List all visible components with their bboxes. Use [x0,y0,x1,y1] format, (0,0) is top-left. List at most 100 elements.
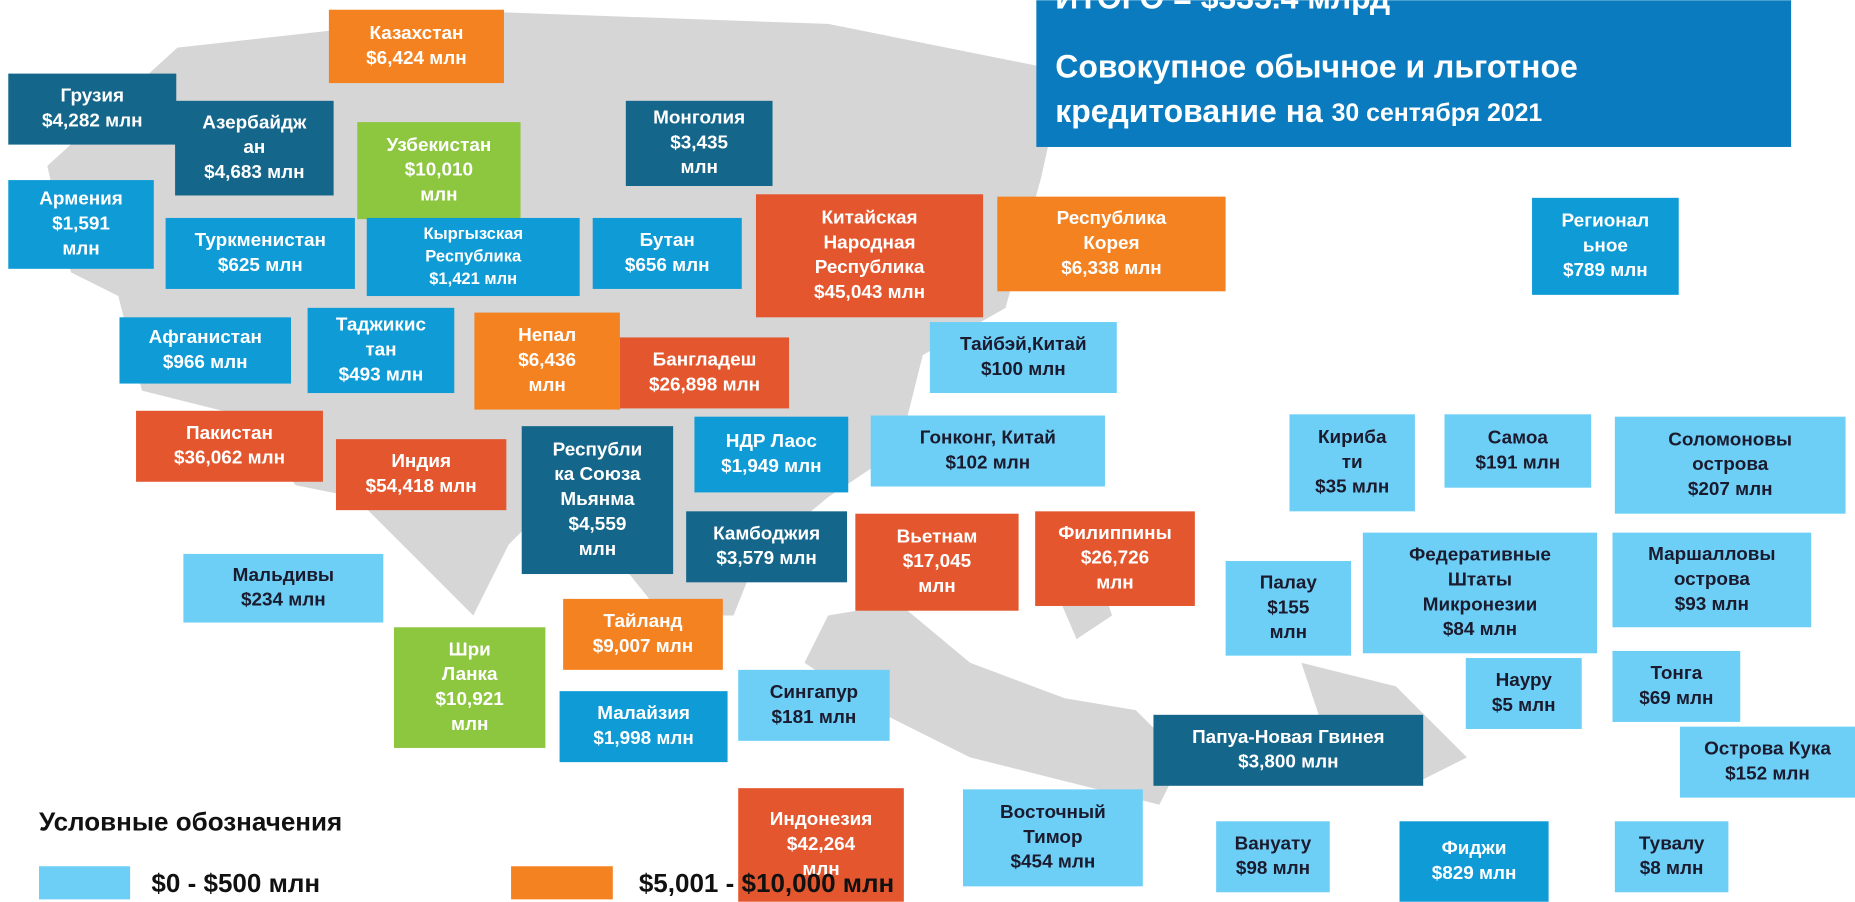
box-label: Восточный [1000,802,1106,823]
country-box: Федеративные Штаты Микронезии $84 млн [1362,532,1598,654]
box-label: Тайбэй,Китай [960,334,1087,355]
box-background [335,439,507,511]
box-label: $191 млн [1475,452,1560,473]
country-box: Индия $54,418 млн [335,439,507,511]
box-label: $966 млн [163,352,248,373]
country-box: Армения $1,591 млн [8,180,154,269]
box-background [357,122,521,220]
country-box: Узбекистан $10,010 млн [357,122,521,220]
subtitle: Совокупное обычное и льготное [1055,48,1577,84]
box-label: Тимор [1023,827,1082,848]
box-label: ка Союза [554,464,641,485]
country-box: Науру $5 млн [1465,658,1582,730]
box-label: Палау [1260,573,1318,594]
country-box: Соломоновы острова $207 млн [1614,416,1846,514]
country-box: Бутан $656 млн [592,217,742,289]
box-background [563,598,723,670]
subtitle: кредитование на 30 сентября 2021 [1055,93,1542,129]
box-background [694,416,849,493]
country-box: Тонга $69 млн [1612,650,1741,722]
legend-label: $0 - $500 млн [151,868,320,898]
box-label: Казахстан [369,23,463,44]
box-label: $829 млн [1432,863,1517,884]
box-label: $6,338 млн [1061,258,1162,279]
box-background [1612,532,1812,628]
box-background [366,217,580,297]
country-box: Камбоджия $3,579 млн [686,511,848,583]
box-label: $207 млн [1688,479,1773,500]
box-label: $789 млн [1563,260,1648,281]
box-label: $54,418 млн [366,476,477,497]
box-background [592,217,742,289]
box-label: $10,921 [435,689,503,710]
box-label: $26,726 [1081,548,1149,569]
country-box: Республи ка Союза Мьянма $4,559 млн [521,426,674,575]
box-label: $656 млн [625,255,710,276]
box-label: Соломоновы [1668,429,1792,450]
legend-swatch [511,866,613,900]
box-label: млн [420,184,457,205]
box-background [307,307,455,394]
box-background [1465,658,1582,730]
country-box: Палау $155 млн [1225,561,1352,656]
box-label: Вануату [1235,833,1312,854]
box-label: $3,435 [670,132,728,153]
box-label: Непал [518,325,576,346]
box-background [1532,197,1679,295]
box-label: $1,998 млн [593,728,694,749]
box-label: $1,949 млн [721,456,822,477]
box-label: тан [365,339,396,360]
box-label: Азербайдж [202,112,307,133]
box-label: Сингапур [770,682,858,703]
country-box: Монголия $3,435 млн [625,100,773,186]
box-label: $625 млн [218,255,303,276]
box-label: $3,579 млн [716,548,816,569]
country-box: Бангладеш $26,898 млн [619,337,790,409]
box-label: $234 млн [241,590,326,611]
legend-title: Условные обозначения [39,807,342,837]
box-label: Гонконг, Китай [920,428,1056,449]
box-label: Бутан [640,230,695,251]
box-label: Туркменистан [195,230,326,251]
box-label: млн [528,375,565,396]
box-label: Тонга [1651,663,1703,684]
box-label: $155 [1267,597,1309,618]
box-background [738,788,904,902]
box-label: Науру [1496,670,1553,691]
country-box: Азербайдж ан $4,683 млн [175,100,334,196]
box-label: Камбоджия [713,523,820,544]
box-label: Вьетнам [897,526,978,547]
box-label: Филиппины [1058,523,1171,544]
box-label: Папуа-Новая Гвинея [1192,727,1384,748]
box-label: Маршалловы [1648,544,1775,565]
box-label: $1,591 [52,213,110,234]
box-background [175,100,334,196]
box-label: Корея [1083,233,1139,254]
box-label: Ланка [442,664,498,685]
box-background [1153,714,1424,786]
box-label: ьное [1583,235,1628,256]
subtitle-date: 30 сентября 2021 [1332,99,1543,126]
box-label: Кыргызская [423,224,523,243]
box-background [625,100,773,186]
box-label: Мальдивы [233,565,335,586]
box-label: Малайзия [597,703,690,724]
country-box: Тайбэй,Китай $100 млн [929,322,1117,394]
box-label: $493 млн [339,364,424,385]
country-box: Шри Ланка $10,921 млн [393,627,546,748]
country-box: Тайланд $9,007 млн [563,598,723,670]
box-label: Регионал [1562,210,1650,231]
country-box: Регионал ьное $789 млн [1532,197,1679,295]
box-label: Острова Кука [1704,739,1831,760]
box-label: $4,559 [569,514,627,535]
box-label: Республи [553,439,643,460]
box-label: $1,421 млн [429,269,517,288]
box-background [521,426,674,575]
box-background [165,217,355,289]
country-box: Самоа $191 млн [1444,414,1592,488]
box-label: $4,683 млн [204,162,304,183]
box-background [474,312,620,410]
box-label: Тайланд [603,611,682,632]
box-background [183,553,384,623]
country-box: Китайская Народная Республика $45,043 млн [755,194,984,318]
